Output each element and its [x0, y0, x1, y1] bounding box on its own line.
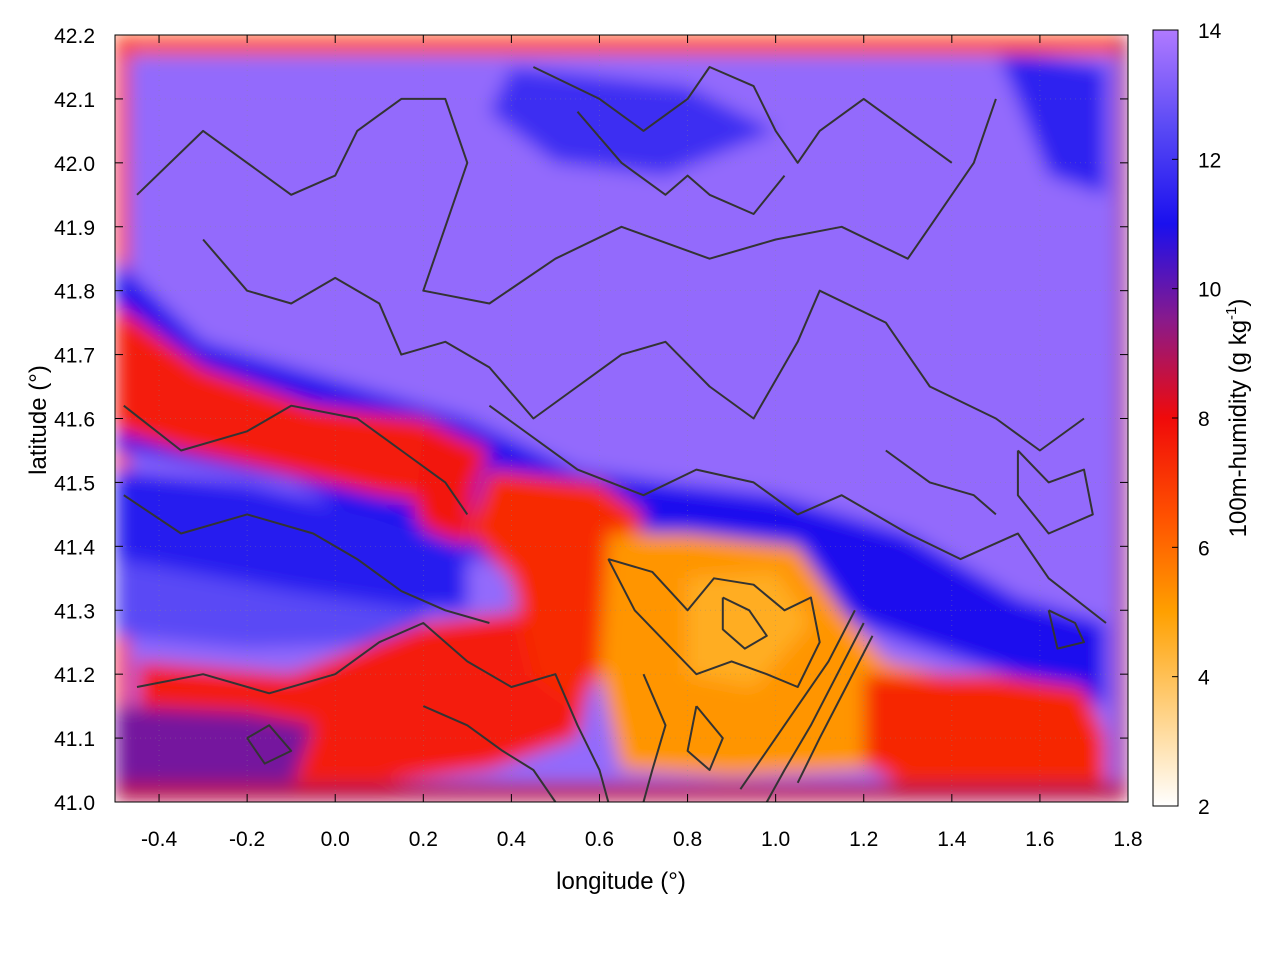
contour-line-5	[123, 494, 490, 624]
field-east-blue-patch	[995, 47, 1106, 195]
y-tick-label: 41.3	[54, 600, 95, 623]
contour-line-15	[1016, 449, 1094, 535]
humidity-field	[115, 35, 1128, 802]
contour-line-11	[765, 622, 865, 802]
y-axis-label: latitude (°)	[25, 365, 52, 475]
contour-line-6	[123, 404, 469, 515]
y-tick-label: 41.0	[54, 792, 95, 815]
colorbar-ticks: 2 4 6 8 10 12 14	[1172, 20, 1222, 819]
contour-line-10	[739, 609, 856, 790]
field-central-red	[467, 469, 644, 707]
y-tick-label: 42.0	[54, 153, 95, 176]
colorbar-label-superscript: -1	[1223, 307, 1240, 320]
contour-line-14	[686, 705, 724, 771]
field-north-blue-patches	[489, 67, 776, 176]
y-tick-label: 41.7	[54, 345, 95, 368]
x-tick-label: 1.0	[761, 828, 790, 851]
x-tick-label: 0.4	[497, 828, 527, 851]
x-tick-label: 0.2	[409, 828, 438, 851]
contour-lines	[123, 66, 1107, 802]
y-tick-label: 41.8	[54, 281, 95, 304]
contour-line-19	[885, 449, 997, 516]
y-tick-label: 42.1	[54, 89, 95, 112]
x-tick-label: -0.2	[229, 828, 265, 851]
colorbar-tick-label: 2	[1198, 796, 1210, 819]
contour-line-16	[1047, 609, 1085, 650]
contour-line-3	[576, 111, 786, 215]
contour-line-1	[202, 238, 1085, 452]
colorbar-tick-label: 4	[1198, 667, 1210, 690]
contour-line-12	[796, 635, 874, 784]
contour-line-4	[488, 404, 1107, 624]
contour-line-18	[246, 724, 293, 765]
y-tick-label: 41.4	[54, 536, 95, 559]
x-tick-label: -0.4	[141, 828, 178, 851]
field-south-west-purple	[115, 706, 314, 790]
field-south-edge	[115, 782, 1128, 802]
y-tick-label: 41.9	[54, 217, 95, 240]
colorbar-tick-label: 8	[1198, 408, 1210, 431]
x-axis: -0.4 -0.2 0.0 0.2 0.4 0.6 0.8 1.0 1.2 1.4 1.6 1.8	[141, 35, 1143, 851]
y-axis: 41.0 41.1 41.2 41.3 41.4 41.5 41.6 41.7 41.8 41.9…	[54, 25, 1128, 815]
colorbar-label-suffix: )	[1225, 299, 1252, 307]
contour-line-13	[642, 673, 667, 802]
field-west-dry-tongue	[414, 431, 481, 560]
x-tick-label: 0.6	[585, 828, 614, 851]
x-tick-label: 0.0	[321, 828, 350, 851]
x-tick-label: 1.4	[937, 828, 967, 851]
x-tick-label: 1.6	[1025, 828, 1054, 851]
contour-line-8	[607, 558, 821, 688]
x-tick-label: 1.2	[849, 828, 878, 851]
colorbar-tick-label: 12	[1198, 149, 1221, 172]
colorbar: 2 4 6 8 10 12 14 100m-humidity (g kg-1)	[1152, 20, 1252, 819]
x-axis-label: longitude (°)	[556, 868, 686, 895]
x-tick-label: 0.8	[673, 828, 702, 851]
contour-line-9	[721, 596, 768, 650]
contour-line-2	[532, 66, 953, 164]
y-tick-label: 41.2	[54, 664, 95, 687]
contour-line-17	[422, 705, 557, 802]
contour-line-0	[136, 97, 997, 305]
y-tick-label: 41.1	[54, 728, 95, 751]
field-south-east-dry-band	[863, 674, 1106, 790]
colorbar-tick-label: 14	[1198, 20, 1222, 43]
colorbar-tick-label: 10	[1198, 279, 1221, 302]
field-core-center	[687, 571, 811, 687]
field-north-edge	[115, 35, 1128, 55]
colorbar-tick-label: 6	[1198, 537, 1210, 560]
colorbar-label-text: 100m-humidity (g kg	[1225, 320, 1252, 537]
colorbar-label: 100m-humidity (g kg-1)	[1223, 299, 1252, 538]
field-west-dry-band	[115, 303, 490, 508]
y-tick-label: 42.2	[54, 25, 95, 48]
y-tick-label: 41.6	[54, 409, 95, 432]
x-tick-label: 1.8	[1113, 828, 1142, 851]
field-west-light-band	[115, 559, 424, 649]
contour-line-7	[136, 622, 610, 802]
plot-area	[115, 35, 1128, 802]
y-tick-label: 41.5	[54, 472, 95, 495]
